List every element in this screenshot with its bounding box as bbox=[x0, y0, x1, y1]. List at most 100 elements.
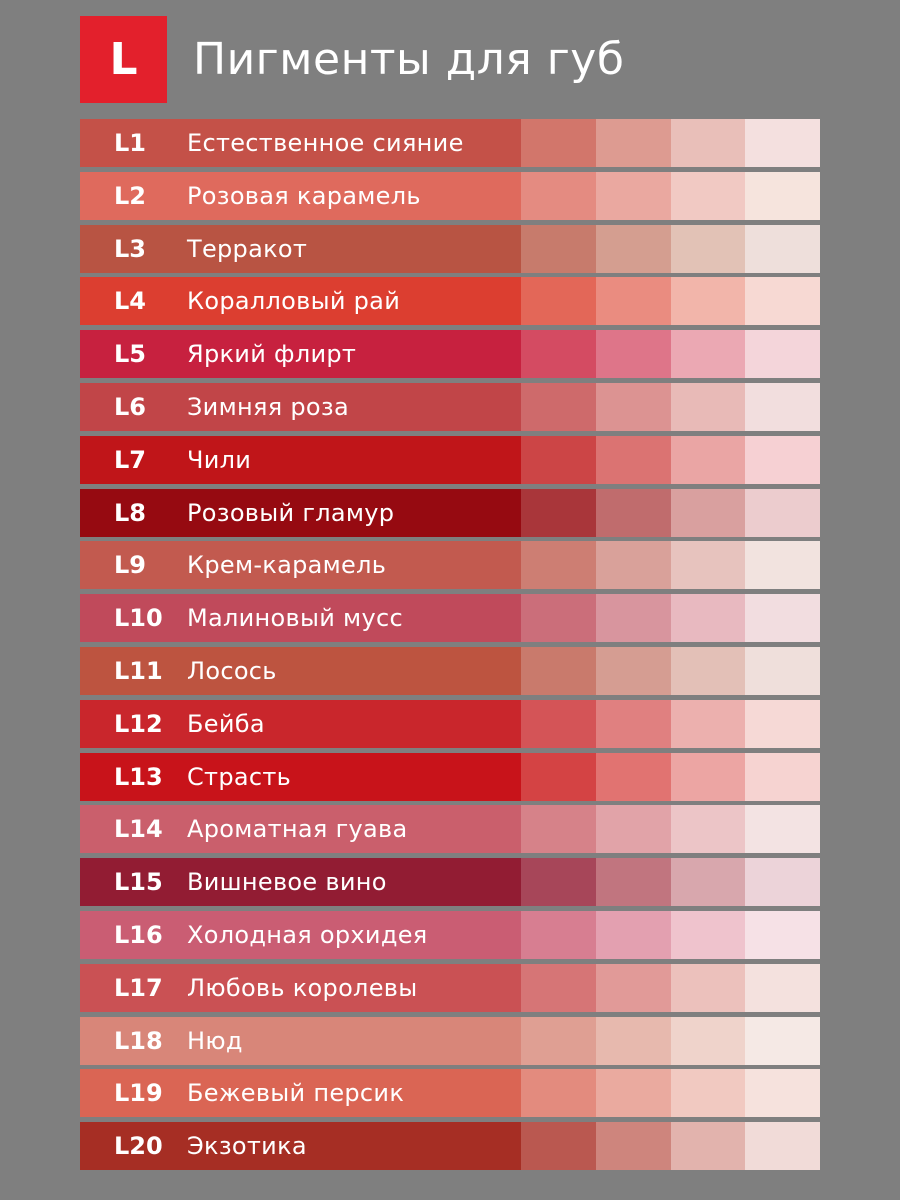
pigment-code: L17 bbox=[114, 973, 163, 1002]
tint-swatch-4 bbox=[745, 488, 820, 537]
tint-swatch-3 bbox=[670, 435, 746, 484]
pigment-row-l14: L14 Ароматная гуава bbox=[80, 805, 820, 854]
tint-swatch-3 bbox=[670, 910, 746, 959]
pigment-code: L18 bbox=[114, 1026, 163, 1055]
pigment-row-l16: L16 Холодная орхидея bbox=[80, 910, 820, 959]
tint-swatch-2 bbox=[595, 1069, 671, 1118]
tint-swatch-4 bbox=[745, 171, 820, 220]
tint-swatch-1 bbox=[521, 277, 596, 326]
tint-swatch-1 bbox=[521, 541, 596, 590]
pigment-main-swatch: L20 Экзотика bbox=[80, 1122, 521, 1171]
pigment-main-swatch: L19 Бежевый персик bbox=[80, 1069, 521, 1118]
pigment-name: Ароматная гуава bbox=[187, 815, 408, 844]
tint-swatch-1 bbox=[521, 1069, 596, 1118]
tint-swatch-4 bbox=[745, 1016, 820, 1065]
tint-swatch-2 bbox=[595, 646, 671, 695]
pigment-code: L16 bbox=[114, 920, 163, 949]
page-title: Пигменты для губ bbox=[193, 34, 625, 85]
tint-swatch-2 bbox=[595, 171, 671, 220]
tint-swatch-1 bbox=[521, 171, 596, 220]
tint-swatch-2 bbox=[595, 752, 671, 801]
pigment-main-swatch: L4 Коралловый рай bbox=[80, 277, 521, 326]
tint-swatch-3 bbox=[670, 1122, 746, 1171]
pigment-main-swatch: L5 Яркий флирт bbox=[80, 330, 521, 379]
tint-swatch-2 bbox=[595, 805, 671, 854]
pigment-main-swatch: L10 Малиновый мусс bbox=[80, 594, 521, 643]
tint-swatch-4 bbox=[745, 858, 820, 907]
pigment-main-swatch: L9 Крем-карамель bbox=[80, 541, 521, 590]
tint-swatch-3 bbox=[670, 488, 746, 537]
tint-swatch-1 bbox=[521, 699, 596, 748]
tint-swatch-4 bbox=[745, 382, 820, 431]
tint-swatch-1 bbox=[521, 488, 596, 537]
pigment-row-l8: L8 Розовый гламур bbox=[80, 488, 820, 537]
pigment-code: L10 bbox=[114, 604, 163, 633]
tint-swatch-1 bbox=[521, 435, 596, 484]
tint-swatch-2 bbox=[595, 1016, 671, 1065]
pigment-name: Страсть bbox=[187, 762, 292, 791]
pigment-name: Терракот bbox=[187, 234, 308, 263]
pigment-row-l4: L4 Коралловый рай bbox=[80, 277, 820, 326]
tint-swatch-1 bbox=[521, 858, 596, 907]
pigment-main-swatch: L13 Страсть bbox=[80, 752, 521, 801]
tint-swatch-2 bbox=[595, 382, 671, 431]
tint-swatch-1 bbox=[521, 594, 596, 643]
tint-swatch-4 bbox=[745, 330, 820, 379]
tint-swatch-2 bbox=[595, 435, 671, 484]
tint-swatch-2 bbox=[595, 224, 671, 273]
tint-swatch-3 bbox=[670, 119, 746, 167]
pigment-code: L5 bbox=[114, 340, 146, 369]
tint-swatch-3 bbox=[670, 330, 746, 379]
pigment-code: L9 bbox=[114, 551, 146, 580]
pigment-main-swatch: L14 Ароматная гуава bbox=[80, 805, 521, 854]
pigment-name: Холодная орхидея bbox=[187, 920, 428, 949]
pigment-main-swatch: L3 Терракот bbox=[80, 224, 521, 273]
tint-swatch-3 bbox=[670, 594, 746, 643]
tint-swatch-3 bbox=[670, 752, 746, 801]
pigment-name: Зимняя роза bbox=[187, 392, 349, 421]
tint-swatch-4 bbox=[745, 435, 820, 484]
tint-swatch-4 bbox=[745, 805, 820, 854]
tint-swatch-2 bbox=[595, 963, 671, 1012]
tint-swatch-3 bbox=[670, 699, 746, 748]
pigment-code: L12 bbox=[114, 709, 163, 738]
pigment-name: Бежевый персик bbox=[187, 1079, 405, 1108]
pigment-code: L2 bbox=[114, 181, 146, 210]
tint-swatch-4 bbox=[745, 963, 820, 1012]
pigment-name: Чили bbox=[187, 445, 252, 474]
pigment-name: Любовь королевы bbox=[187, 973, 418, 1002]
pigment-code: L14 bbox=[114, 815, 163, 844]
pigment-name: Малиновый мусс bbox=[187, 604, 403, 633]
tint-swatch-2 bbox=[595, 277, 671, 326]
tint-swatch-4 bbox=[745, 277, 820, 326]
pigment-code: L7 bbox=[114, 445, 146, 474]
tint-swatch-1 bbox=[521, 382, 596, 431]
pigment-row-l5: L5 Яркий флирт bbox=[80, 330, 820, 379]
pigment-code: L8 bbox=[114, 498, 146, 527]
tint-swatch-3 bbox=[670, 963, 746, 1012]
tint-swatch-4 bbox=[745, 119, 820, 167]
pigment-name: Вишневое вино bbox=[187, 868, 387, 897]
tint-swatch-1 bbox=[521, 1016, 596, 1065]
pigment-row-l11: L11 Лосось bbox=[80, 646, 820, 695]
pigment-row-l13: L13 Страсть bbox=[80, 752, 820, 801]
tint-swatch-3 bbox=[670, 277, 746, 326]
tint-swatch-2 bbox=[595, 1122, 671, 1171]
pigment-name: Яркий флирт bbox=[187, 340, 357, 369]
pigment-row-l20: L20 Экзотика bbox=[80, 1122, 820, 1171]
pigment-name: Бейба bbox=[187, 709, 265, 738]
pigment-code: L19 bbox=[114, 1079, 163, 1108]
tint-swatch-4 bbox=[745, 594, 820, 643]
tint-swatch-2 bbox=[595, 910, 671, 959]
pigment-main-swatch: L2 Розовая карамель bbox=[80, 171, 521, 220]
tint-swatch-1 bbox=[521, 646, 596, 695]
tint-swatch-1 bbox=[521, 119, 596, 167]
pigment-main-swatch: L1 Естественное сияние bbox=[80, 119, 521, 167]
pigment-code: L15 bbox=[114, 868, 163, 897]
tint-swatch-2 bbox=[595, 488, 671, 537]
pigment-row-l12: L12 Бейба bbox=[80, 699, 820, 748]
tint-swatch-4 bbox=[745, 910, 820, 959]
pigment-name: Экзотика bbox=[187, 1132, 307, 1161]
tint-swatch-1 bbox=[521, 330, 596, 379]
pigment-code: L1 bbox=[114, 129, 146, 157]
